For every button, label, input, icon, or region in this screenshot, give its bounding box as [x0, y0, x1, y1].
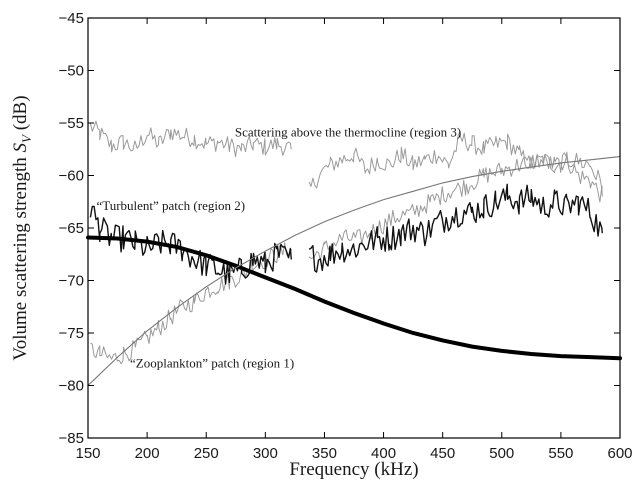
- tick-layer: 150 200 250 300 350 400 450 500 550 600 −85 −80 −75 −…: [59, 10, 633, 462]
- series-0-segment-1-line: [308, 131, 603, 203]
- y-tick-label--80: −80: [59, 378, 84, 395]
- y-axis-title-prefix: Volume scattering strength: [10, 152, 31, 360]
- annotation-3: “Zooplankton” patch (region 1): [130, 356, 294, 371]
- y-tick-label--55: −55: [59, 115, 84, 132]
- y-tick-label--65: −65: [59, 220, 84, 237]
- series-layer: [86, 120, 622, 387]
- y-tick-label--75: −75: [59, 325, 84, 342]
- x-tick-label-250: 250: [194, 445, 219, 462]
- x-tick-label-350: 350: [312, 445, 337, 462]
- x-axis-title: Frequency (kHz): [289, 459, 418, 480]
- y-axis-title-subscript: V: [19, 133, 34, 143]
- y-tick-label--70: −70: [59, 273, 84, 290]
- series-2-segment-0-line: [89, 205, 292, 285]
- x-tick-label-400: 400: [371, 445, 396, 462]
- y-axis-title-suffix: (dB): [10, 95, 31, 135]
- series-0-segment-0-line: [89, 120, 292, 158]
- series-1-segment-0-line: [90, 242, 292, 365]
- plot-area: [88, 18, 620, 438]
- y-axis-title: Volume scattering strength SV (dB): [10, 95, 34, 360]
- x-tick-label-150: 150: [75, 445, 100, 462]
- series-2-segment-1-line: [308, 183, 603, 273]
- x-tick-label-600: 600: [607, 445, 632, 462]
- annotation-layer: Scattering above the thermocline (region…: [96, 125, 461, 371]
- annotation-1: Scattering above the thermocline (region…: [235, 125, 461, 140]
- series-4-model-thin-line: [87, 156, 621, 387]
- y-tick-label--45: −45: [59, 10, 84, 27]
- x-tick-label-500: 500: [489, 445, 514, 462]
- y-tick-label--60: −60: [59, 168, 84, 185]
- y-tick-label--85: −85: [59, 430, 84, 447]
- x-tick-label-200: 200: [135, 445, 160, 462]
- annotation-2: “Turbulent” patch (region 2): [96, 198, 245, 213]
- x-tick-label-300: 300: [253, 445, 278, 462]
- y-tick-label--50: −50: [59, 63, 84, 80]
- series-3-model-thick-line: [86, 235, 622, 361]
- y-axis-title-symbol: S: [10, 142, 31, 152]
- x-tick-label-450: 450: [430, 445, 455, 462]
- series-1-segment-1-line: [308, 152, 603, 262]
- x-tick-label-550: 550: [548, 445, 573, 462]
